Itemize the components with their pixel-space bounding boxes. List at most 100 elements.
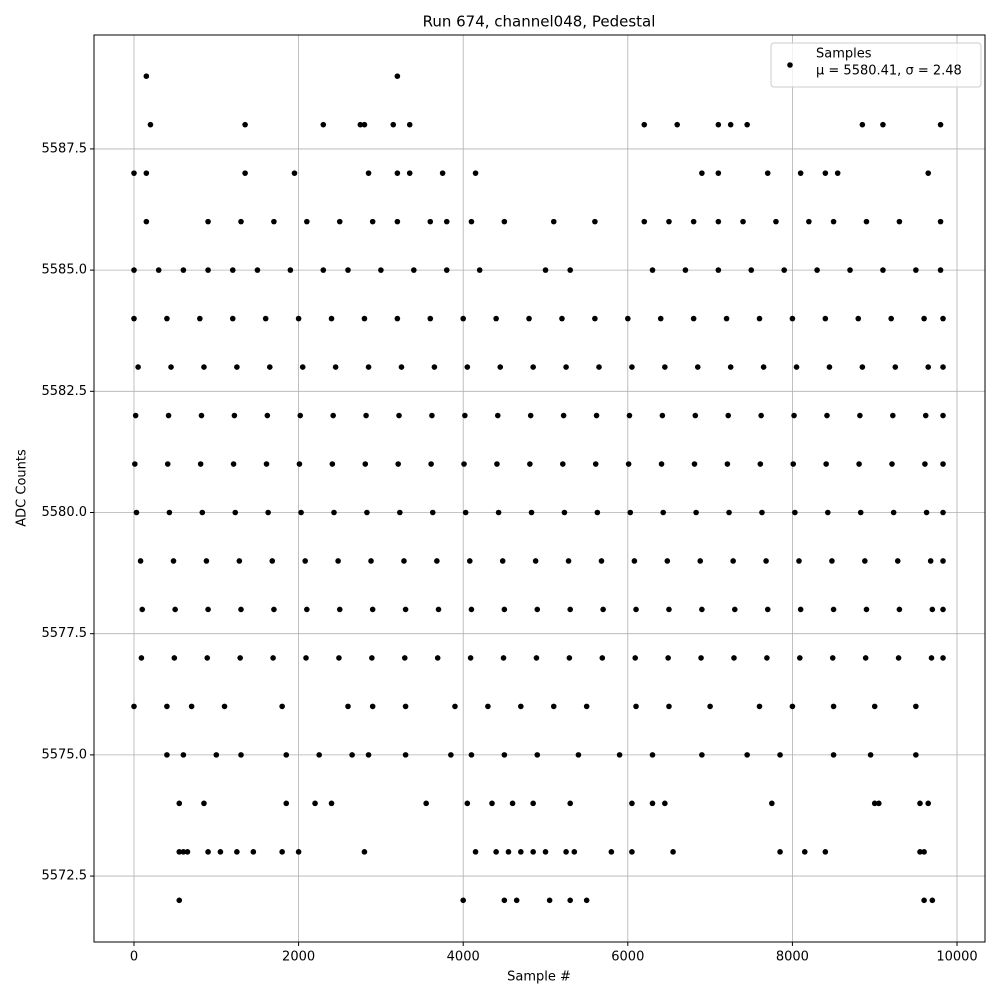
data-point [707,703,713,710]
data-point [472,170,479,176]
data-point [238,752,244,758]
data-point [855,315,862,322]
data-point [180,267,187,273]
data-point [665,655,671,661]
data-point [378,267,384,273]
data-point [781,267,787,273]
data-point [176,800,183,807]
data-point [394,315,401,322]
data-point [242,121,248,128]
data-point [434,655,441,661]
data-point [320,121,327,128]
data-point [165,412,172,419]
data-point [180,849,187,855]
data-point [527,412,534,419]
data-point [472,849,479,855]
data-point [629,364,635,370]
data-point [929,606,936,613]
data-point [550,703,557,710]
data-point [825,509,831,516]
data-point [501,752,508,758]
data-point [773,218,779,225]
data-point [435,606,442,613]
data-point [563,364,569,370]
data-point [880,267,886,273]
data-point [303,655,309,661]
data-point [266,364,273,370]
data-point [629,800,635,807]
data-point [856,461,862,467]
data-point [715,267,722,273]
data-point [806,218,812,225]
data-point [147,121,154,128]
data-point [297,412,304,419]
data-point [345,267,351,273]
data-point [345,703,351,710]
data-point [777,752,783,758]
data-point [205,849,211,855]
data-point [254,267,261,273]
data-point [546,897,553,904]
data-point [715,170,722,176]
data-point [398,364,405,370]
data-point [925,364,932,370]
data-point [830,218,837,225]
data-point [542,849,549,855]
data-point [829,558,835,564]
data-point [198,412,205,419]
data-point [494,461,500,467]
data-point [304,606,310,613]
data-point [402,752,409,758]
data-point [448,752,454,758]
data-point [501,218,508,225]
data-point [691,461,698,467]
data-point [829,655,836,661]
data-point [758,412,764,419]
data-point [559,461,566,467]
data-point [670,849,676,855]
data-point [830,752,837,758]
data-point [608,849,615,855]
data-point [291,170,298,176]
data-point [560,412,567,419]
data-point [264,412,271,419]
data-point [143,73,150,80]
data-point [497,364,504,370]
data-point [857,509,864,516]
data-point [563,849,569,855]
data-point [792,509,798,516]
data-point [627,509,634,516]
data-point [530,849,536,855]
data-point [468,752,475,758]
data-point [452,703,458,710]
data-point [402,703,409,710]
data-point [723,315,730,322]
x-tick-label: 8000 [776,950,809,965]
data-point [411,267,417,273]
data-point [434,558,440,564]
data-point [501,606,508,613]
data-point [928,655,935,661]
data-point [530,364,536,370]
data-point [921,315,927,322]
data-point [565,558,572,564]
data-point [824,412,830,419]
data-point [401,655,408,661]
data-point [763,558,769,564]
data-point [476,267,483,273]
data-point [876,800,882,807]
data-point [172,606,178,613]
y-tick-label: 5585.0 [42,263,88,278]
data-point [331,509,337,516]
data-point [296,461,303,467]
data-point [830,703,837,710]
data-point [822,170,829,176]
legend-box [770,42,982,88]
y-tick-label: 5582.5 [42,384,88,399]
data-point [204,655,211,661]
data-point [328,315,335,322]
data-point [927,558,934,564]
data-point [271,606,277,613]
data-point [501,897,508,904]
